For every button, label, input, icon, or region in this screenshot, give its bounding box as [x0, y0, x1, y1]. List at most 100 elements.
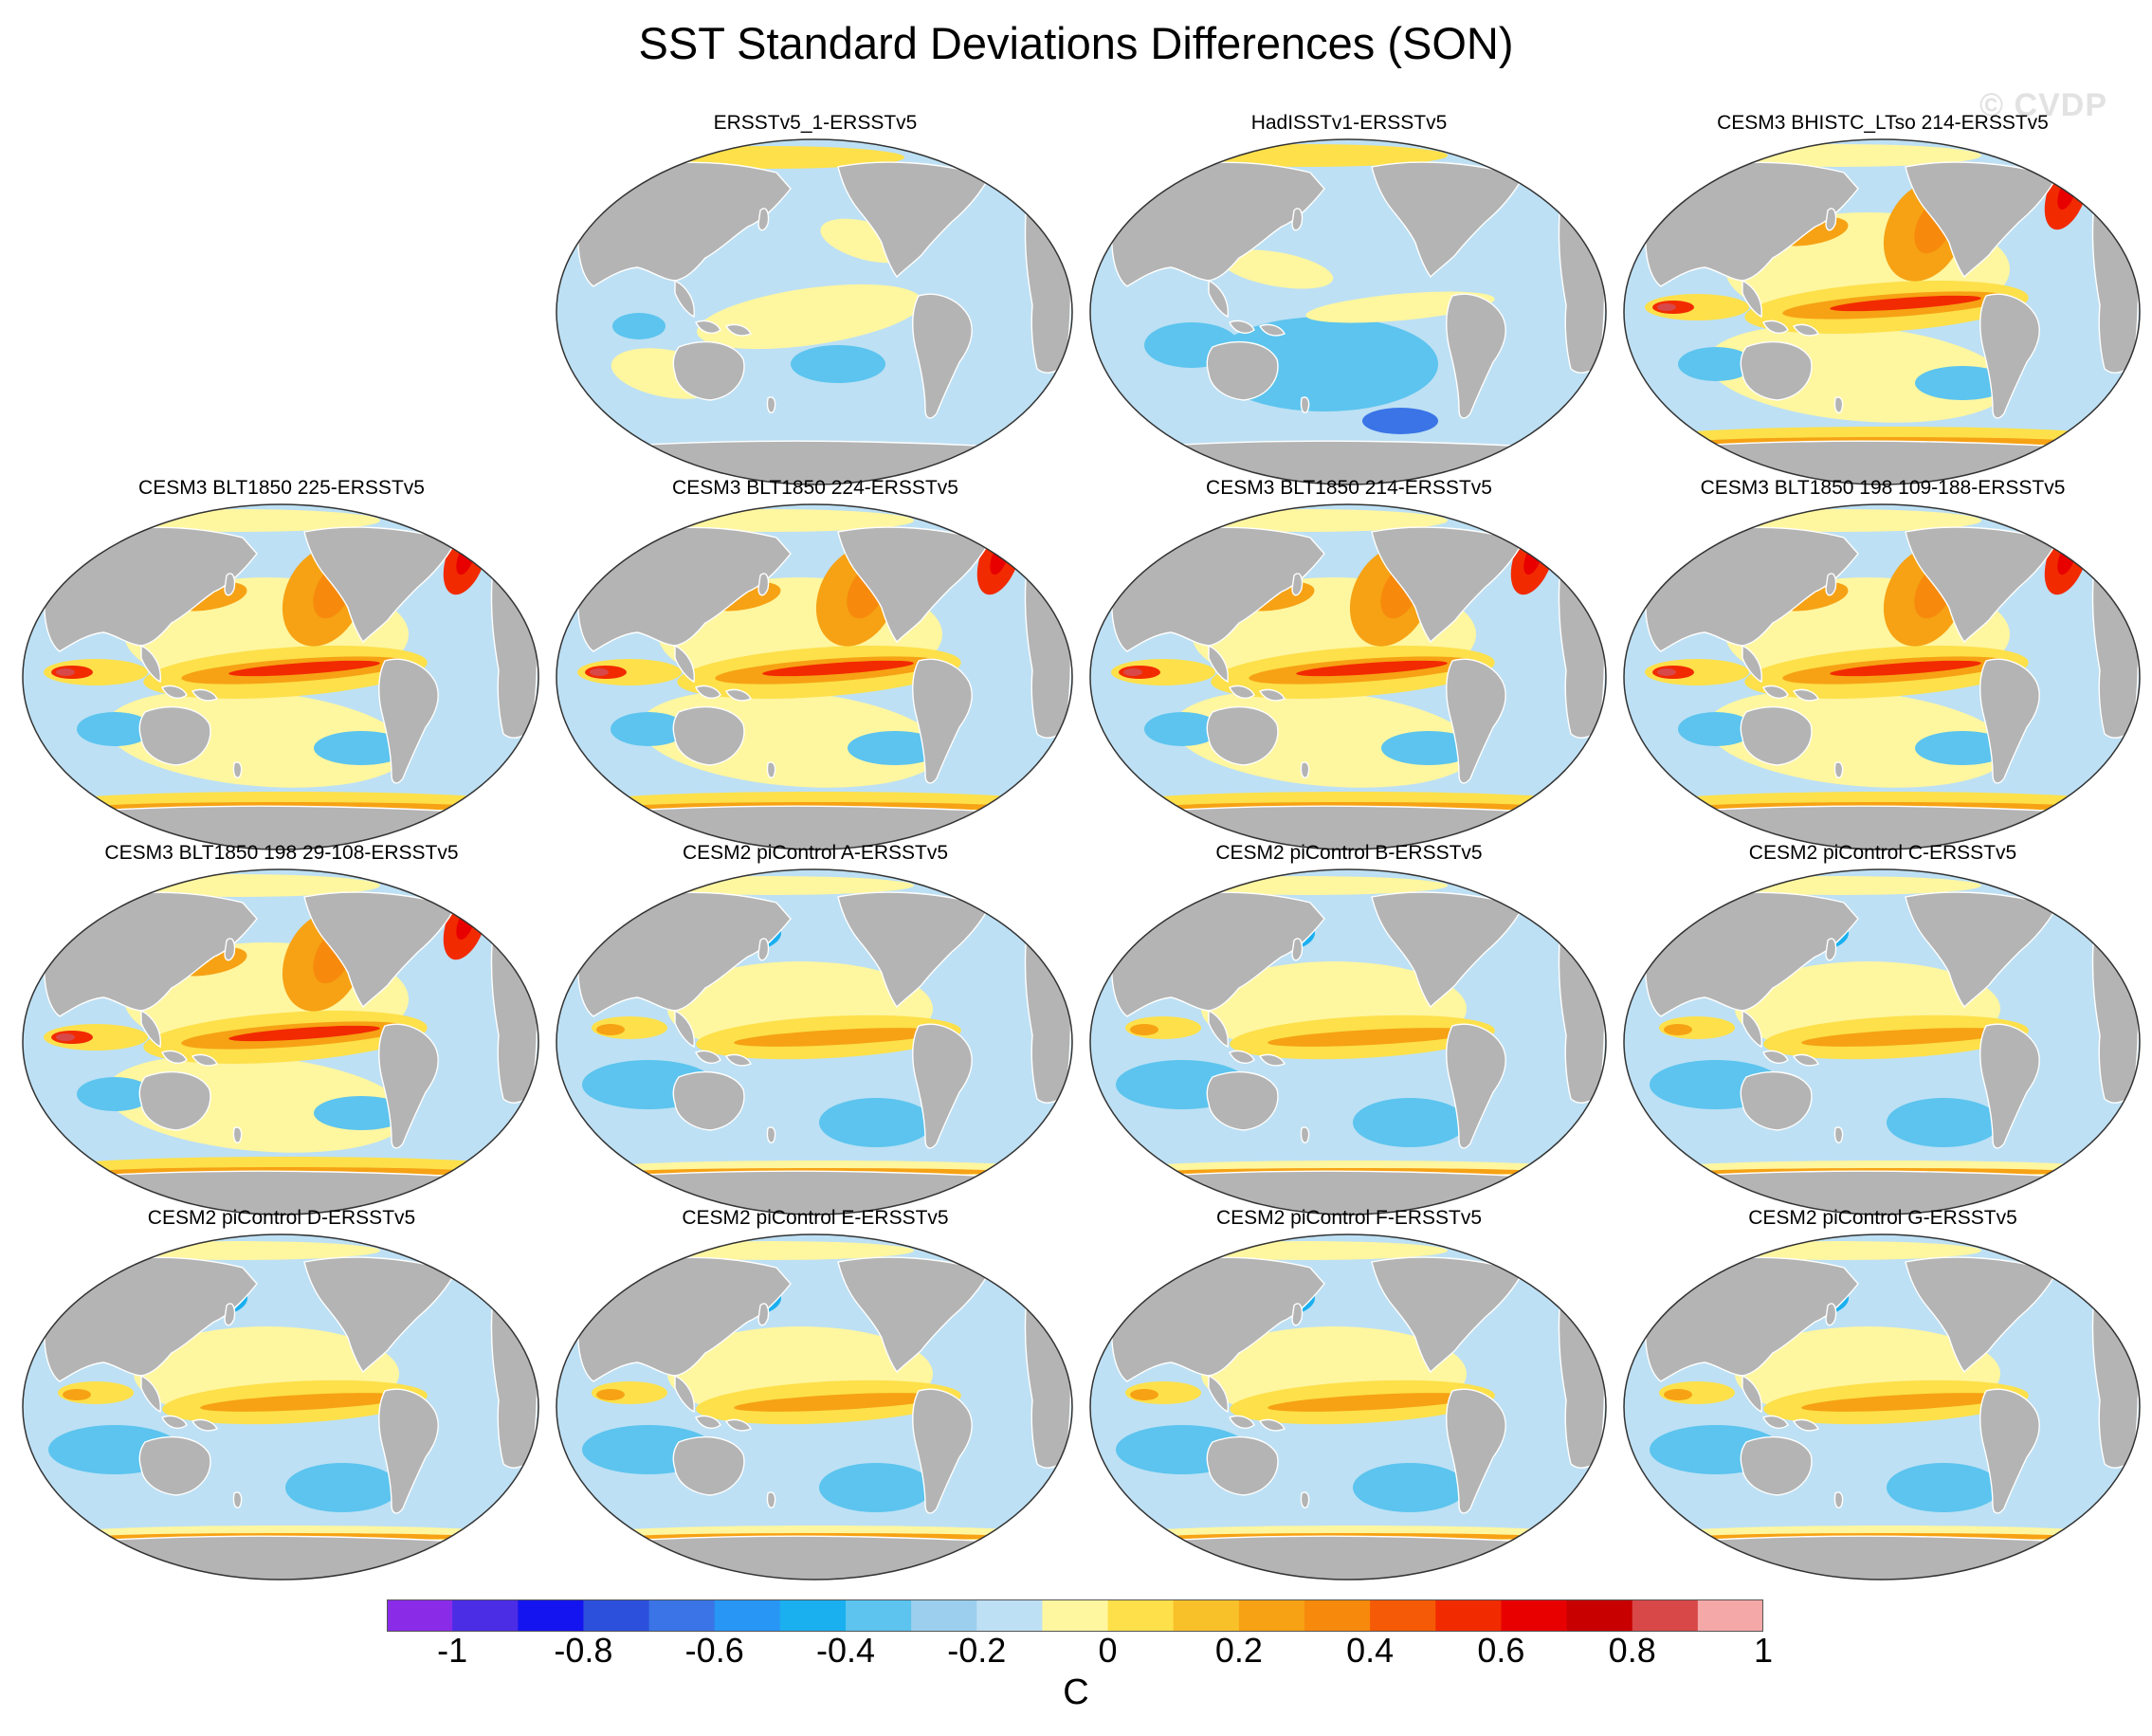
new-zealand-landmass — [1833, 1491, 1844, 1508]
australia-landmass — [672, 341, 745, 401]
map-panel: CESM3 BLT1850 214-ERSSTv5 — [1083, 477, 1615, 850]
anomaly-patch — [1267, 1028, 1476, 1047]
anomaly-patch — [314, 731, 409, 765]
map-panel: CESM3 BLT1850 224-ERSSTv5 — [549, 477, 1082, 850]
greenland-landmass — [1523, 516, 1562, 552]
sst-difference-map — [22, 1233, 539, 1581]
greenland-landmass — [990, 516, 1029, 552]
colorbar-tick-label: 1 — [1753, 1631, 1774, 1670]
asia-landmass — [1645, 526, 1859, 652]
map-panel: CESM2 piControl E-ERSSTv5 — [549, 1207, 1082, 1581]
maritime-islands — [695, 320, 752, 337]
asia-landmass — [44, 1256, 258, 1382]
anomaly-patch — [612, 313, 666, 339]
south-america-landmass — [912, 658, 973, 784]
indochina-landmass — [140, 1009, 161, 1049]
sst-difference-map — [1623, 138, 2141, 485]
colorbar-swatch — [387, 1599, 453, 1632]
greenland-landmass — [456, 516, 495, 552]
sst-difference-map — [22, 868, 539, 1215]
map-panel: CESM3 BLT1850 198 29-108-ERSSTv5 — [15, 842, 548, 1215]
greenland-landmass — [990, 1246, 1029, 1282]
south-america-landmass — [1979, 1388, 2040, 1514]
colorbar-swatch — [1304, 1599, 1371, 1632]
map-outline — [556, 1233, 1073, 1581]
sst-difference-map — [1623, 503, 2141, 850]
anomaly-patch — [1915, 731, 2010, 765]
maritime-islands — [695, 1415, 752, 1432]
south-america-landmass — [912, 293, 973, 419]
new-zealand-landmass — [232, 761, 243, 778]
japan-landmass — [1291, 208, 1304, 231]
australia-landmass — [1206, 341, 1279, 401]
anomaly-patch — [1657, 303, 1676, 311]
sst-difference-map — [22, 503, 539, 850]
maritime-islands — [161, 1415, 218, 1432]
japan-landmass — [1291, 938, 1304, 961]
greenland-landmass — [2057, 516, 2096, 552]
map-outline — [556, 503, 1073, 850]
anomaly-patch — [1678, 712, 1754, 746]
asia-landmass — [1111, 526, 1325, 652]
asia-landmass — [1111, 161, 1325, 287]
antarctica-landmass — [562, 1535, 1072, 1580]
colorbar-swatch — [779, 1599, 847, 1632]
anomaly-patch — [77, 1077, 153, 1111]
new-zealand-landmass — [766, 1491, 776, 1508]
sst-difference-map — [1089, 1233, 1607, 1581]
south-america-landmass — [1979, 293, 2040, 419]
anomaly-patch — [1645, 294, 1749, 320]
greenland-landmass — [2057, 151, 2096, 187]
new-zealand-landmass — [1300, 1491, 1310, 1508]
map-outline — [1089, 868, 1607, 1215]
south-america-landmass — [1979, 1023, 2040, 1149]
map-outline — [22, 1233, 539, 1581]
colorbar-swatch — [648, 1599, 716, 1632]
japan-landmass — [757, 938, 770, 961]
map-panel: CESM2 piControl F-ERSSTv5 — [1083, 1207, 1615, 1581]
australia-landmass — [138, 1071, 211, 1131]
anomaly-patch — [285, 1463, 399, 1512]
indochina-landmass — [674, 279, 695, 319]
anomaly-patch — [1130, 1024, 1158, 1035]
anomaly-patch — [819, 1463, 933, 1512]
maritime-islands — [161, 685, 218, 702]
panel-title: CESM3 BLT1850 214-ERSSTv5 — [1206, 477, 1492, 499]
anomaly-patch — [228, 1025, 380, 1042]
anomaly-patch — [1915, 366, 2010, 400]
anomaly-patch — [819, 1098, 933, 1147]
colorbar-swatch — [1370, 1599, 1436, 1632]
map-outline — [22, 868, 539, 1215]
map-outline — [556, 138, 1073, 485]
maritime-islands — [161, 1050, 218, 1067]
panel-title: CESM2 piControl G-ERSSTv5 — [1748, 1207, 2017, 1229]
south-america-landmass — [378, 1023, 439, 1149]
antarctica-landmass — [28, 1535, 538, 1580]
map-outline — [556, 868, 1073, 1215]
maritime-islands — [1229, 1415, 1286, 1432]
anomaly-patch — [1801, 1028, 2010, 1047]
colorbar-swatch — [1435, 1599, 1502, 1632]
indochina-landmass — [1742, 279, 1762, 319]
colorbar — [387, 1599, 1763, 1632]
colorbar-swatch — [911, 1599, 977, 1632]
anomaly-patch — [1664, 1389, 1692, 1400]
sst-difference-map — [1089, 503, 1607, 850]
colorbar-swatch — [976, 1599, 1043, 1632]
colorbar-swatch — [1042, 1599, 1109, 1632]
indochina-landmass — [1208, 1374, 1229, 1414]
anomaly-patch — [1830, 295, 1981, 312]
australia-landmass — [138, 1436, 211, 1496]
sst-difference-map — [1623, 868, 2141, 1215]
indochina-landmass — [1742, 1009, 1762, 1049]
japan-landmass — [1825, 208, 1837, 231]
australia-landmass — [672, 1071, 745, 1131]
japan-landmass — [757, 573, 770, 596]
indochina-landmass — [674, 644, 695, 684]
map-outline — [1623, 868, 2141, 1215]
australia-landmass — [1206, 1436, 1279, 1496]
indochina-landmass — [1208, 1009, 1229, 1049]
asia-landmass — [577, 526, 792, 652]
colorbar-tick-label: 0.4 — [1346, 1631, 1395, 1670]
antarctica-landmass — [1096, 1535, 1606, 1580]
